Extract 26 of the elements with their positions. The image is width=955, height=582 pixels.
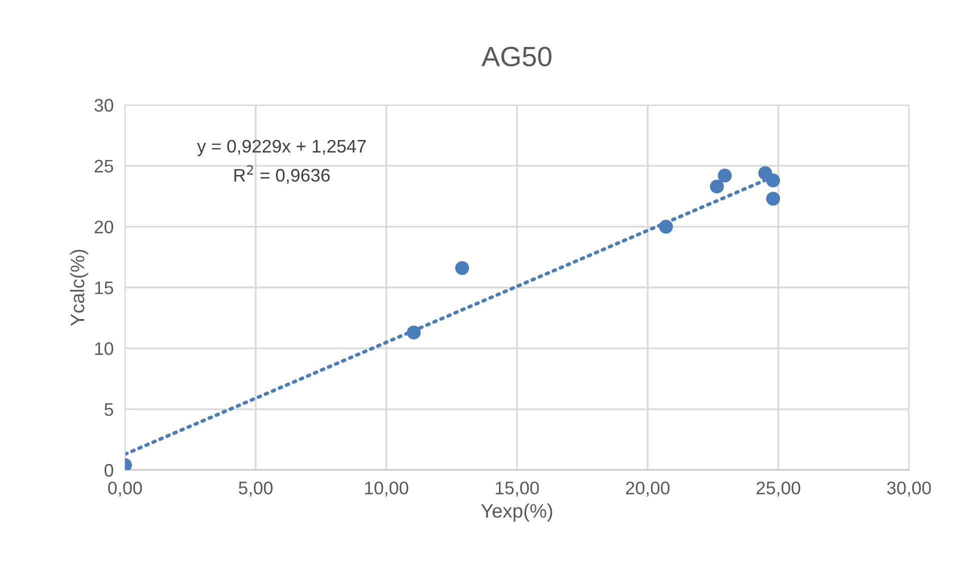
x-tick-label: 5,00 — [238, 482, 273, 497]
annotation: R$^{2}$ = 0,9636 — [234, 165, 330, 184]
point — [766, 173, 780, 188]
x-axis-title: Yexp(%) — [481, 504, 552, 522]
point — [455, 261, 470, 275]
x-tick-label: 0,00 — [108, 482, 142, 497]
x-tick-label: 10,00 — [365, 482, 408, 497]
x-tick-label: 30,00 — [887, 482, 931, 497]
y-tick-label: 20 — [94, 220, 114, 234]
y-tick-label: 25 — [94, 160, 114, 173]
point — [659, 220, 673, 234]
y-tick-label: 15 — [95, 282, 114, 294]
x-tick-label: 15,00 — [496, 482, 539, 497]
annotation: y = 0,9229x + 1,2547 — [197, 140, 366, 156]
y-tick-label: 30 — [94, 98, 114, 112]
x-tick-label: 25,00 — [756, 482, 800, 497]
point — [406, 326, 421, 340]
chart-title: AG50 — [482, 46, 552, 66]
point — [718, 168, 732, 183]
y-tick-label: 5 — [104, 403, 114, 416]
x-tick-label: 20,00 — [626, 482, 670, 497]
y-axis-title: Ycalc(%) — [70, 250, 88, 326]
y-tick-label: 0 — [104, 464, 114, 477]
y-tick-label: 10 — [95, 342, 114, 356]
point — [766, 192, 780, 206]
point — [710, 180, 724, 194]
